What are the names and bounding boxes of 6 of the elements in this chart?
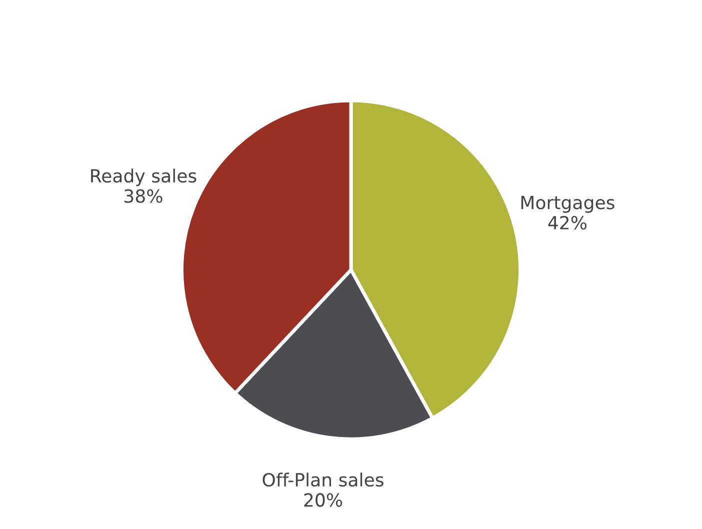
data-label: 38% xyxy=(124,189,162,203)
slice-label: Off-Plan sales xyxy=(262,472,384,487)
data-label: 20% xyxy=(304,493,342,507)
slice-label: Mortgages xyxy=(521,196,614,213)
data-label: 42% xyxy=(548,216,586,230)
slice-label: Ready sales xyxy=(91,168,196,186)
